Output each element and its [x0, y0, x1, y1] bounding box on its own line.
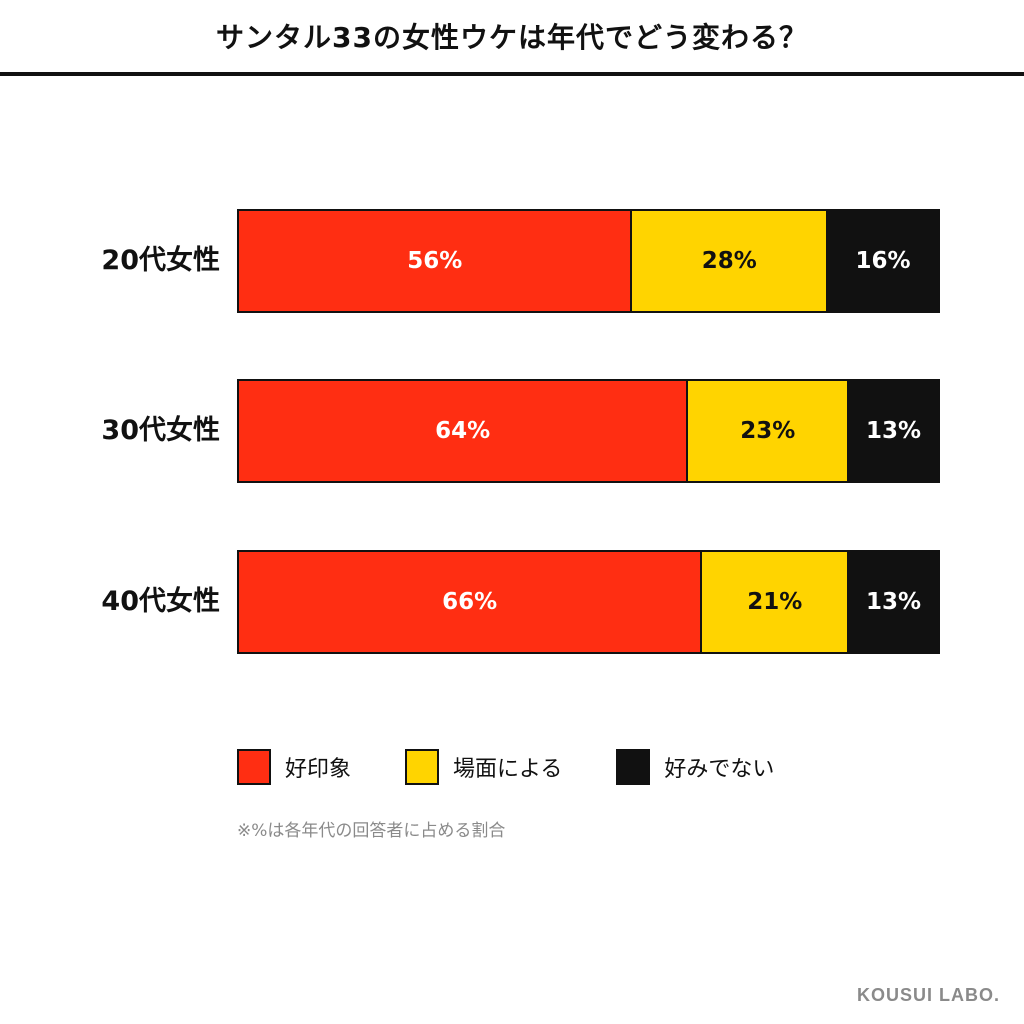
- bar-segment-1-0: 64%: [239, 381, 687, 481]
- bar-row-2: 66% 21% 13%: [237, 550, 940, 654]
- bar-row-1: 64% 23% 13%: [237, 379, 940, 483]
- bar-row-0: 56% 28% 16%: [237, 209, 940, 313]
- bar-segment-2-2: 13%: [847, 552, 938, 652]
- brand-logo: KOUSUI LABO.: [856, 985, 1000, 1005]
- legend-item-depends: 場面による: [405, 749, 562, 785]
- legend-item-good: 好印象: [237, 749, 351, 785]
- legend-swatch-good: [237, 749, 271, 785]
- bar-segment-2-1: 21%: [700, 552, 848, 652]
- legend: 好印象 場面による 好みでない: [237, 749, 828, 785]
- bar-segment-1-2: 13%: [847, 381, 938, 481]
- legend-label-depends: 場面による: [453, 757, 563, 782]
- legend-label-dislike: 好みでない: [664, 757, 775, 782]
- header: サンタル33の女性ウケは年代でどう変わる？: [0, 0, 1024, 76]
- bar-segment-2-0: 66%: [239, 552, 701, 652]
- row-label-2: 40代女性: [101, 586, 220, 617]
- legend-item-dislike: 好みでない: [616, 749, 774, 785]
- bar-segment-0-1: 28%: [630, 211, 827, 311]
- chart-title: サンタル33の女性ウケは年代でどう変わる？: [216, 21, 808, 54]
- bar-segment-0-2: 16%: [826, 211, 938, 311]
- legend-swatch-dislike: [616, 749, 651, 785]
- bar-segment-1-1: 23%: [686, 381, 848, 481]
- row-label-0: 20代女性: [101, 245, 220, 276]
- footnote: ※%は各年代の回答者に占める割合: [237, 821, 506, 841]
- bar-segment-0-0: 56%: [239, 211, 631, 311]
- legend-label-good: 好印象: [285, 757, 352, 782]
- row-label-1: 30代女性: [101, 415, 220, 446]
- legend-swatch-depends: [405, 749, 440, 785]
